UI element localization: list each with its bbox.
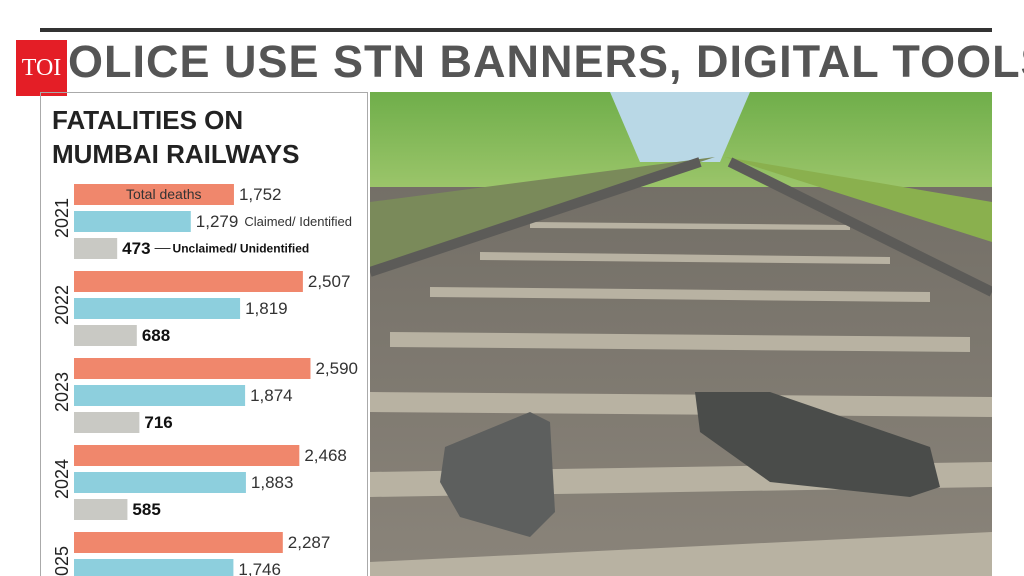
rule: [40, 28, 992, 32]
y-tick-label: 2021: [52, 198, 72, 238]
value-label: 1,883: [251, 473, 294, 492]
photo: [370, 92, 992, 576]
value-label: 2,590: [315, 359, 358, 378]
bar: [74, 559, 234, 576]
bar: [74, 445, 300, 466]
value-label: 2,468: [304, 446, 347, 465]
bar: [74, 358, 311, 379]
value-label: 688: [142, 326, 170, 345]
bar: [74, 238, 118, 259]
value-label: 716: [144, 413, 172, 432]
value-label: 2,507: [308, 272, 351, 291]
value-label: 1,752: [239, 185, 282, 204]
chart-title: FATALITIES ON MUMBAI RAILWAYS: [52, 105, 300, 169]
bar: [74, 271, 303, 292]
chart-panel: 2021 1,752 Total deaths 1,279 Claimed/ Ident…: [40, 92, 368, 576]
headline: OLICE USE STN BANNERS, DIGITAL TOOLS: [68, 36, 1024, 87]
bar: [74, 412, 140, 433]
bar: [74, 325, 137, 346]
legend-label: Total deaths: [126, 186, 202, 202]
bar: [74, 532, 283, 553]
legend-label: Claimed/ Identified: [244, 214, 352, 229]
bar: [74, 298, 241, 319]
bar: [74, 499, 128, 520]
value-label: 1,279: [196, 212, 239, 231]
value-label: 1,874: [250, 386, 293, 405]
bar: [74, 211, 191, 232]
logo: TOI: [16, 40, 67, 96]
y-tick-label: 2022: [52, 285, 72, 325]
chart: 2021 1,752 Total deaths 1,279 Claimed/ Ident…: [52, 184, 358, 576]
bar: [74, 184, 234, 205]
value-label: 473: [122, 239, 150, 258]
value-label: 585: [132, 500, 160, 519]
value-label: 1,746: [238, 560, 281, 576]
value-label: 2,287: [288, 533, 331, 552]
value-label: 1,819: [245, 299, 288, 318]
y-tick-label: 2024: [52, 459, 72, 499]
bar: [74, 385, 246, 406]
bar: [74, 472, 246, 493]
legend-label: Unclaimed/ Unidentified: [173, 242, 310, 256]
y-tick-label: 2023: [52, 372, 72, 412]
y-tick-label: 2025: [52, 546, 72, 576]
